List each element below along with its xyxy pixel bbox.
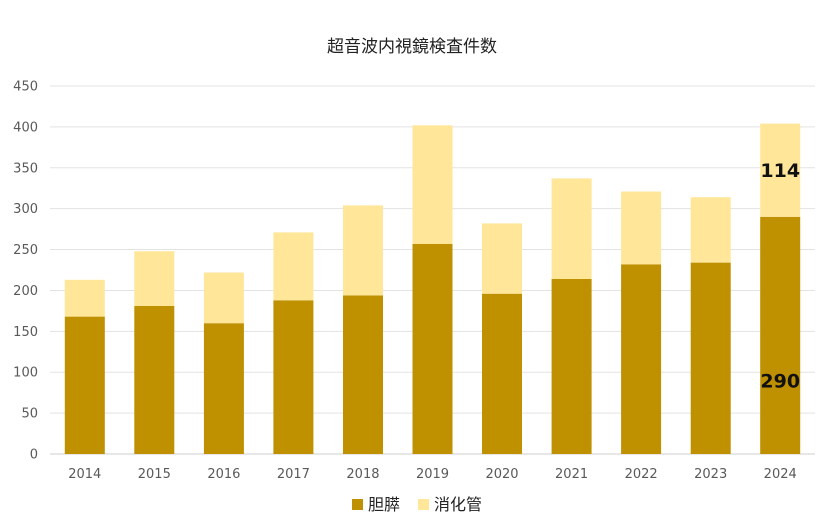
bar-2020-消化管 (482, 223, 522, 294)
bar-2019-胆膵 (412, 243, 453, 454)
y-tick-label: 50 (21, 407, 38, 422)
legend-label: 胆膵 (368, 495, 400, 514)
y-tick-label: 400 (13, 120, 38, 135)
x-tick-label: 2022 (625, 467, 658, 482)
y-tick-label: 150 (13, 325, 38, 340)
bar-2021-胆膵 (551, 279, 592, 454)
bar-2017-消化管 (273, 232, 314, 301)
y-tick-label: 450 (13, 80, 38, 95)
y-axis-ticks: 0 50 100 150 200 250 300 350 400 450 (13, 80, 38, 463)
legend: 胆膵 消化管 (352, 495, 482, 514)
bar-2023-胆膵 (690, 262, 731, 454)
legend-label: 消化管 (434, 495, 482, 514)
bar-2017-胆膵 (273, 300, 314, 454)
x-tick-label: 2020 (485, 467, 518, 482)
bar-2016-胆膵 (203, 323, 244, 454)
bar-2020-胆膵 (482, 293, 522, 454)
y-tick-label: 200 (13, 284, 38, 299)
legend-swatch (352, 499, 363, 510)
chart-title: 超音波内視鏡検査件数 (327, 37, 497, 57)
bar-2022-胆膵 (621, 264, 662, 454)
data-label: 114 (760, 160, 800, 182)
bar-2015-胆膵 (134, 306, 175, 454)
bar-2021-消化管 (551, 178, 592, 279)
bar-2024-消化管 (760, 123, 801, 217)
bar-2018-胆膵 (343, 295, 383, 454)
bars (64, 123, 801, 454)
x-tick-label: 2018 (346, 467, 379, 482)
y-tick-label: 250 (13, 243, 38, 258)
bar-2016-消化管 (203, 272, 244, 324)
bar-2023-消化管 (690, 197, 731, 263)
y-tick-label: 100 (13, 366, 38, 381)
x-tick-label: 2019 (416, 467, 449, 482)
bar-2015-消化管 (134, 251, 175, 306)
bar-2014-胆膵 (64, 316, 105, 454)
legend-swatch (418, 499, 429, 510)
y-tick-label: 300 (13, 202, 38, 217)
bar-2014-消化管 (64, 279, 105, 317)
bar-2024-胆膵 (760, 216, 801, 454)
bar-2019-消化管 (412, 125, 453, 244)
x-tick-label: 2015 (138, 467, 171, 482)
bar-2018-消化管 (343, 205, 383, 296)
x-tick-label: 2023 (694, 467, 727, 482)
x-tick-label: 2017 (277, 467, 310, 482)
x-tick-label: 2021 (555, 467, 588, 482)
x-axis-ticks: 2014 2015 2016 2017 2018 2019 2020 2021 2022 2023… (68, 467, 797, 482)
x-tick-label: 2024 (764, 467, 797, 482)
bar-2022-消化管 (621, 191, 662, 265)
x-tick-label: 2014 (68, 467, 101, 482)
y-tick-label: 0 (30, 448, 38, 463)
data-label: 290 (760, 370, 800, 392)
y-tick-label: 350 (13, 161, 38, 176)
x-tick-label: 2016 (207, 467, 240, 482)
data-labels: 290 114 (760, 160, 800, 392)
